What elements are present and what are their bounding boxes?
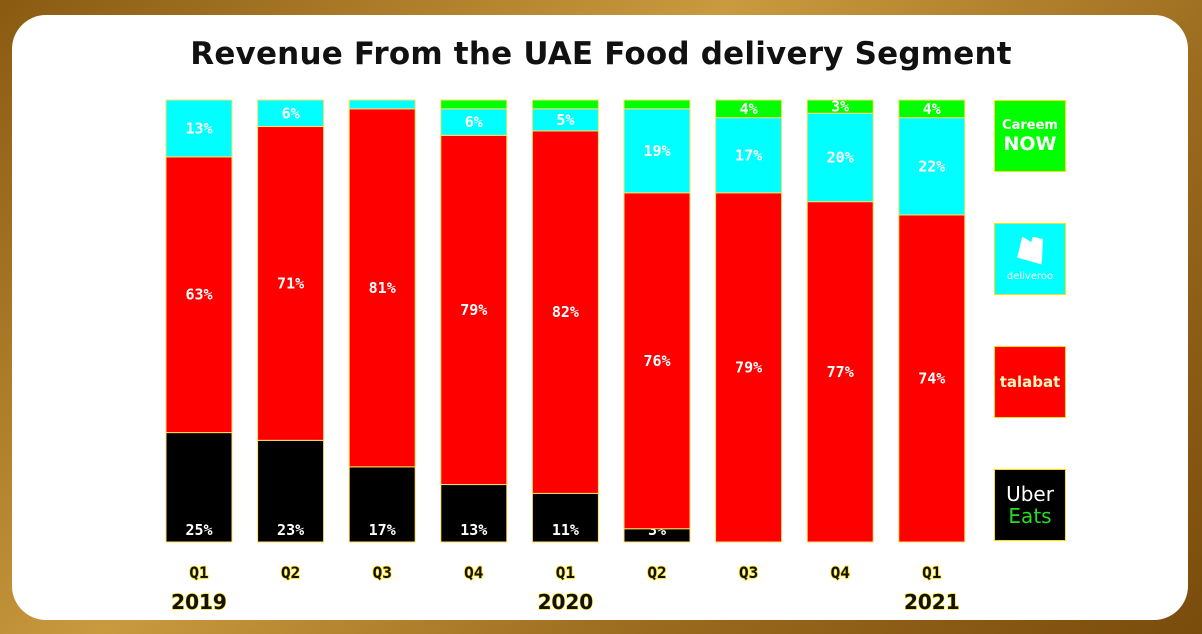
x-tick-label: Q1 bbox=[922, 563, 941, 582]
data-label: 19% bbox=[643, 142, 670, 160]
year-label: 2021 bbox=[904, 590, 960, 614]
data-label: 6% bbox=[282, 104, 300, 122]
bar-segment bbox=[440, 108, 508, 136]
bar-segment bbox=[165, 156, 233, 434]
x-tick-label: Q1 bbox=[189, 563, 208, 582]
bar-segment bbox=[165, 432, 233, 543]
bar-segment bbox=[806, 201, 874, 543]
x-tick-label: Q2 bbox=[281, 563, 300, 582]
bar-segment bbox=[440, 134, 508, 486]
bar-segment bbox=[898, 99, 966, 119]
x-tick-label: Q2 bbox=[647, 563, 666, 582]
legend-deliveroo: deliveroo bbox=[994, 223, 1066, 295]
bar-segment bbox=[257, 126, 325, 441]
year-label: 2020 bbox=[538, 590, 594, 614]
data-label: 74% bbox=[918, 369, 945, 387]
legend-deliveroo-label: deliveroo bbox=[1006, 270, 1054, 282]
x-tick-label: Q3 bbox=[373, 563, 392, 582]
year-label: 2019 bbox=[171, 590, 227, 614]
bar-segment bbox=[348, 466, 416, 543]
legend-talabat-label: talabat bbox=[999, 373, 1061, 391]
data-label: 3% bbox=[831, 98, 849, 116]
bar-segment bbox=[806, 99, 874, 114]
data-label: 22% bbox=[918, 157, 945, 175]
x-tick-label: Q3 bbox=[739, 563, 758, 582]
data-label: 82% bbox=[552, 303, 579, 321]
data-label: 63% bbox=[185, 286, 212, 304]
legend-careem-now: Careem NOW bbox=[994, 100, 1066, 172]
bar-segment bbox=[623, 192, 691, 530]
bar-segment bbox=[715, 117, 783, 194]
bar-segment bbox=[623, 108, 691, 194]
bar-segment bbox=[623, 99, 691, 110]
x-tick-label: Q4 bbox=[831, 563, 850, 582]
bar-segment bbox=[898, 214, 966, 543]
data-label: 79% bbox=[460, 301, 487, 319]
bar-segment bbox=[898, 117, 966, 216]
kangaroo-logo-icon bbox=[1017, 236, 1043, 265]
legend-careem-line2: NOW bbox=[1003, 132, 1057, 155]
data-label: 79% bbox=[735, 358, 762, 376]
legend-careem-line1: Careem bbox=[1002, 117, 1058, 133]
data-label: 76% bbox=[643, 352, 670, 370]
data-label: 17% bbox=[369, 521, 396, 539]
bar-segment bbox=[806, 112, 874, 203]
bar-segment bbox=[531, 130, 599, 494]
legend-uber-line2: Eats bbox=[1008, 504, 1052, 528]
data-label: 4% bbox=[740, 100, 758, 118]
data-label: 6% bbox=[465, 113, 483, 131]
bar-segment bbox=[257, 439, 325, 543]
data-label: 23% bbox=[277, 521, 304, 539]
bar-segment bbox=[440, 484, 508, 543]
bar-segment bbox=[348, 108, 416, 468]
data-label: 20% bbox=[827, 148, 854, 166]
data-label: 71% bbox=[277, 274, 304, 292]
data-label: 77% bbox=[827, 363, 854, 381]
data-label: 11% bbox=[552, 521, 579, 539]
bar-segment bbox=[531, 492, 599, 543]
bar-segment bbox=[531, 99, 599, 110]
bar-segment bbox=[715, 99, 783, 119]
data-label: 13% bbox=[185, 119, 212, 137]
legend-uber-eats: Uber Eats bbox=[994, 469, 1066, 541]
legend-uber-line1: Uber bbox=[1006, 482, 1054, 506]
bar-segment bbox=[715, 192, 783, 543]
legend-talabat: talabat bbox=[994, 346, 1066, 418]
chart-title: Revenue From the UAE Food delivery Segme… bbox=[190, 36, 1012, 72]
x-tick-label: Q4 bbox=[464, 563, 483, 582]
data-label: 17% bbox=[735, 146, 762, 164]
bar-segment bbox=[257, 99, 325, 128]
bar-segment bbox=[348, 99, 416, 110]
data-label: 5% bbox=[556, 111, 574, 129]
data-label: 25% bbox=[185, 521, 212, 539]
bar-segment bbox=[440, 99, 508, 110]
bar-segment bbox=[165, 99, 233, 158]
data-label: 13% bbox=[460, 521, 487, 539]
data-label: 4% bbox=[923, 100, 941, 118]
data-label: 81% bbox=[369, 279, 396, 297]
x-tick-label: Q1 bbox=[556, 563, 575, 582]
